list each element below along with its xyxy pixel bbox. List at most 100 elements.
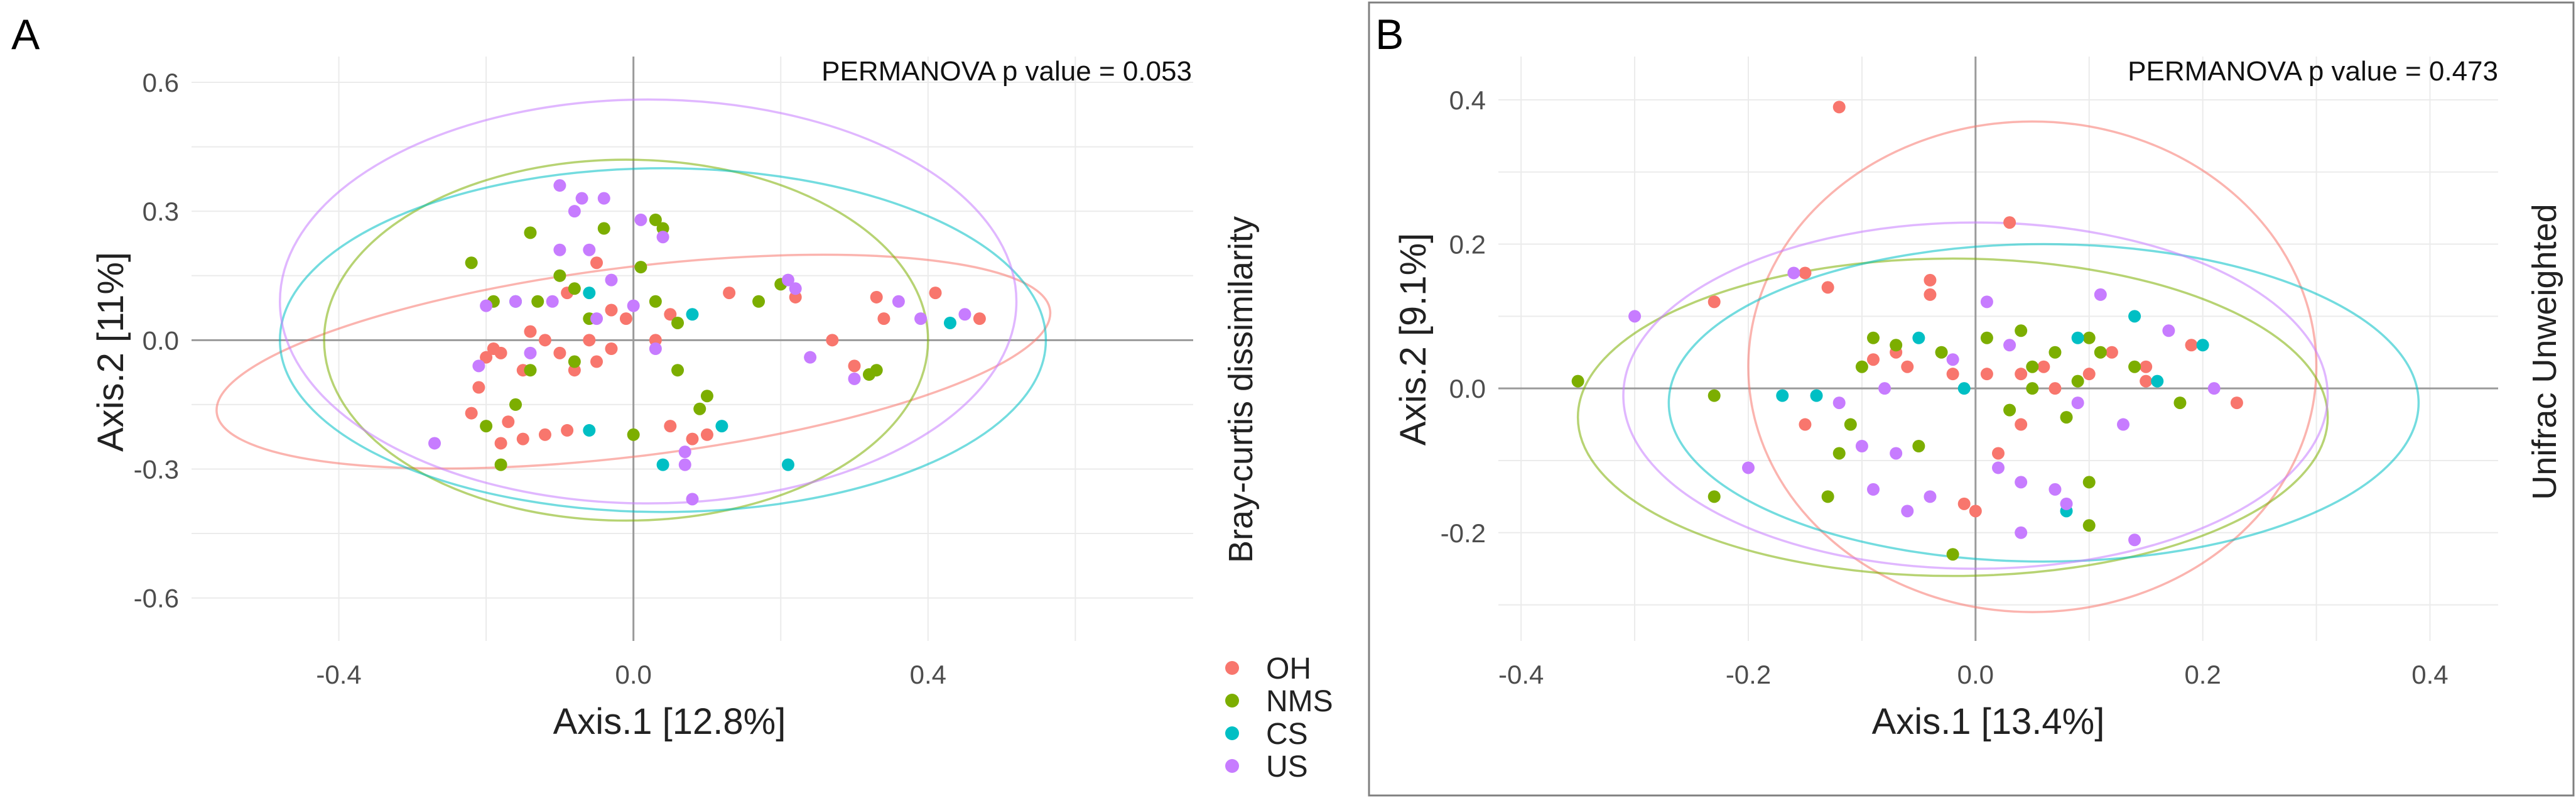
panel-b-point-cs — [2071, 331, 2084, 344]
panel-a: A -0.4 0.0 0.4 -0.6 -0.3 0.0 0.3 0.6 Axis.1 [12… — [11, 11, 1260, 742]
panel-b-point-nms — [1832, 447, 1846, 460]
panel-b-point-oh — [1946, 368, 1959, 381]
panel-b-series-oh — [1707, 101, 2243, 518]
panel-a-ellipse-us — [278, 98, 1018, 505]
panel-b-point-oh — [1821, 281, 1834, 294]
panel-a-point-nms — [494, 458, 507, 471]
panel-b-series-nms — [1571, 324, 2187, 561]
panel-b-point-oh — [2105, 346, 2118, 359]
panel-b-frame — [1368, 1, 2575, 797]
panel-b-point-cs — [1776, 389, 1789, 402]
panel-a-point-nms — [752, 295, 766, 308]
panel-a-point-us — [597, 192, 610, 205]
panel-b-point-us — [2015, 526, 2028, 539]
panel-a-y-tick-label: 0.3 — [143, 197, 179, 226]
panel-b-point-nms — [2071, 374, 2084, 388]
panel-b-series-us — [1628, 266, 2221, 547]
panel-a-point-cs — [583, 287, 596, 300]
panel-a-point-nms — [634, 261, 647, 274]
panel-a-point-us — [678, 445, 691, 459]
panel-b-y-tick-label: 0.2 — [1449, 230, 1486, 260]
panel-b-x-axis-title: Axis.1 [13.4%] — [1872, 701, 2105, 742]
panel-b-point-nms — [1844, 418, 1857, 431]
panel-a-point-oh — [524, 325, 537, 338]
panel-b-point-oh — [2003, 216, 2016, 229]
panel-a-permanova-annotation: PERMANOVA p value = 0.053 — [821, 56, 1192, 87]
panel-b-point-us — [1628, 310, 1642, 323]
panel-b-point-nms — [1571, 374, 1584, 388]
legend-item-nms: NMS — [1225, 685, 1333, 718]
panel-b-point-oh — [2015, 368, 2028, 381]
panel-a-point-cs — [686, 308, 699, 321]
panel-b-point-nms — [2026, 382, 2039, 395]
panel-b-point-nms — [2082, 476, 2096, 489]
panel-b-point-us — [1924, 490, 1937, 503]
panel-a-point-nms — [524, 226, 537, 239]
panel-b-point-us — [1992, 461, 2005, 474]
panel-b-point-nms — [1946, 548, 1959, 561]
panel-b-point-us — [1832, 396, 1846, 410]
panel-b-point-cs — [2151, 374, 2164, 388]
panel-a-point-us — [605, 273, 618, 287]
panel-a-point-nms — [531, 295, 544, 308]
panel-b-point-oh — [1799, 266, 1812, 280]
panel-b-point-us — [1855, 440, 1868, 452]
panel-a-point-us — [568, 205, 581, 218]
panel-a-series-oh — [465, 256, 986, 450]
panel-a-point-oh — [826, 334, 839, 347]
panel-b-y-tick-label: -0.2 — [1441, 518, 1486, 548]
panel-b-point-us — [2207, 382, 2221, 395]
panel-b-ellipse-nms — [1576, 257, 2329, 577]
panel-a-point-oh — [605, 303, 618, 317]
panel-b-point-nms — [1912, 440, 1925, 452]
panel-b-point-us — [2162, 324, 2175, 337]
panel-a-point-oh — [605, 342, 618, 355]
panel-a-point-us — [914, 312, 928, 325]
panel-b-series-cs — [1776, 310, 2209, 518]
panel-b-point-nms — [2128, 360, 2141, 373]
panel-a-point-cs — [943, 316, 956, 329]
panel-b-point-nms — [1821, 490, 1834, 503]
plot-b-area: -0.4 -0.2 0.0 0.2 0.4 -0.2 0.0 0.2 0.4 — [1441, 57, 2498, 689]
panel-a-x-tick-label: 0.4 — [910, 660, 946, 689]
panel-b-x-tick-label: 0.4 — [2411, 660, 2448, 689]
panel-b-x-tick-label: 0.0 — [1957, 660, 1994, 689]
legend-swatch-nms — [1225, 694, 1239, 708]
panel-b-point-us — [1980, 295, 1993, 309]
panel-a-point-us — [575, 192, 588, 205]
panel-a-point-us — [590, 312, 603, 325]
panel-a-point-oh — [973, 312, 986, 325]
panel-a-ellipses — [215, 98, 1052, 522]
panel-a-ellipse-oh — [215, 253, 1052, 470]
panel-a-x-axis-title: Axis.1 [12.8%] — [553, 701, 786, 742]
panel-b-point-oh — [1969, 505, 1982, 518]
panel-a-point-oh — [480, 351, 493, 364]
panel-b-point-nms — [2082, 519, 2096, 532]
panel-a-point-us — [686, 493, 699, 506]
panel-a-point-oh — [583, 334, 596, 347]
panel-b-point-nms — [1707, 490, 1721, 503]
panel-b-point-oh — [2082, 368, 2096, 381]
panel-b-y-tick-label: 0.4 — [1449, 85, 1486, 115]
panel-a-point-nms — [671, 316, 685, 329]
panel-b-point-nms — [1707, 389, 1721, 402]
panel-b-ellipse-cs — [1667, 243, 2420, 563]
panel-b-point-us — [1901, 505, 1914, 518]
panel-b-gridlines — [1498, 57, 2498, 641]
panel-a-point-oh — [516, 432, 529, 445]
panel-a-point-oh — [561, 424, 574, 437]
panel-a-point-cs — [583, 424, 596, 437]
panel-a-point-nms — [553, 269, 566, 282]
legend-label-nms: NMS — [1266, 685, 1333, 718]
panel-a-point-us — [848, 372, 861, 385]
panel-a-point-cs — [656, 458, 669, 471]
panel-a-y-axis-title: Axis.2 [11%] — [90, 252, 131, 452]
panel-b-point-oh — [1924, 273, 1937, 287]
panel-a-point-us — [480, 299, 493, 312]
plot-a-area: -0.4 0.0 0.4 -0.6 -0.3 0.0 0.3 0.6 — [134, 57, 1193, 689]
panel-a-point-nms — [509, 398, 522, 411]
panel-b-point-cs — [2196, 339, 2209, 352]
panel-a-point-oh — [929, 287, 942, 300]
panel-b-point-nms — [2094, 346, 2107, 359]
panel-a-letter: A — [11, 11, 40, 58]
